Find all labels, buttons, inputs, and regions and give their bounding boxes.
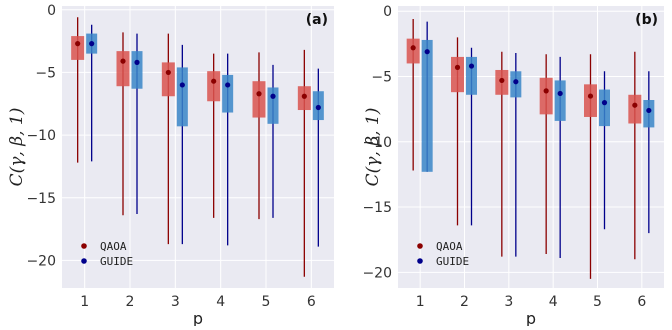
panel-label: (a): [306, 12, 328, 28]
qaoa-median-point: [410, 45, 416, 51]
qaoa-box: [116, 51, 130, 87]
y-tick-label: 0: [383, 4, 392, 20]
guide-box: [466, 56, 477, 95]
y-tick-label: 0: [47, 3, 56, 19]
qaoa-median-point: [454, 64, 461, 70]
guide-box: [222, 74, 234, 113]
x-tick-label: 4: [549, 294, 558, 310]
series-guide: [86, 24, 324, 247]
qaoa-median-point: [75, 41, 81, 47]
x-axis-label: p: [193, 309, 203, 326]
guide-median-point: [646, 107, 652, 114]
qaoa-box: [584, 84, 597, 117]
x-tick-label: 3: [504, 294, 513, 310]
y-tick-label: −15: [362, 200, 392, 216]
legend-marker-guide: [81, 258, 87, 264]
y-tick-label: −20: [26, 253, 56, 269]
y-tick-label: −5: [371, 70, 392, 86]
x-tick-label: 1: [416, 294, 425, 310]
x-tick-label: 3: [171, 294, 180, 310]
guide-median-point: [601, 100, 608, 106]
qaoa-box: [71, 36, 85, 60]
qaoa-median-point: [211, 78, 217, 84]
guide-median-point: [315, 104, 321, 111]
guide-median-point: [270, 93, 276, 99]
qaoa-median-point: [120, 58, 126, 64]
legend-label-qaoa: QAOA: [436, 240, 463, 253]
legend-marker-qaoa: [81, 243, 87, 249]
qaoa-box: [628, 94, 642, 124]
guide-median-point: [557, 90, 563, 97]
legend-label-qaoa: QAOA: [100, 240, 127, 253]
qaoa-median-point: [256, 91, 262, 97]
panel-label: (b): [635, 12, 658, 28]
guide-box: [510, 71, 522, 98]
qaoa-median-point: [165, 69, 171, 76]
y-axis-label: C(γ, β, 1): [7, 108, 27, 187]
guide-median-point: [424, 49, 430, 55]
qaoa-median-point: [499, 77, 505, 84]
qaoa-median-point: [587, 93, 594, 99]
y-tick-label: −10: [26, 128, 56, 144]
guide-box: [599, 89, 610, 127]
qaoa-median-point: [301, 93, 307, 99]
legend-marker-qaoa: [417, 243, 423, 249]
legend-marker-guide: [417, 258, 423, 264]
guide-box: [421, 39, 433, 172]
guide-median-point: [468, 63, 475, 69]
legend: QAOA GUIDE: [417, 240, 469, 268]
series-qaoa: [406, 19, 642, 279]
guide-median-point: [134, 59, 140, 65]
qaoa-box: [451, 56, 464, 93]
qaoa-box: [161, 62, 175, 97]
plot-area: [398, 6, 664, 288]
series-qaoa: [71, 17, 311, 277]
chart-panel-a: 0 −5 −10 −15 −20 1 2 3 4 5 6 QAOA GUIDE (a) C(γ, β, 1)…: [7, 3, 334, 328]
legend-label-guide: GUIDE: [100, 255, 133, 268]
guide-median-point: [89, 41, 95, 47]
guide-median-point: [225, 82, 231, 88]
guide-box: [267, 87, 279, 124]
guide-box: [176, 67, 188, 127]
y-tick-label: −20: [362, 265, 392, 281]
x-tick-label: 2: [126, 294, 135, 310]
x-tick-label: 4: [216, 294, 225, 310]
series-guide: [421, 21, 655, 258]
x-tick-label: 5: [262, 294, 271, 310]
x-tick-label: 1: [80, 294, 89, 310]
qaoa-median-point: [632, 102, 638, 108]
legend-label-guide: GUIDE: [436, 255, 469, 268]
x-tick-label: 6: [637, 294, 646, 310]
guide-box: [643, 100, 655, 128]
qaoa-box: [406, 38, 420, 64]
qaoa-box: [207, 71, 221, 102]
y-tick-label: −5: [35, 65, 56, 81]
x-axis-label: p: [526, 309, 536, 326]
x-tick-label: 6: [307, 294, 316, 310]
legend: QAOA GUIDE: [81, 240, 133, 268]
guide-median-point: [513, 79, 519, 85]
guide-median-point: [179, 82, 185, 88]
guide-box: [554, 80, 566, 121]
y-tick-label: −10: [362, 135, 392, 151]
plot-area: [62, 6, 334, 288]
qaoa-box: [252, 81, 266, 118]
qaoa-box: [539, 77, 553, 115]
y-tick-label: −15: [26, 191, 56, 207]
guide-box: [131, 51, 143, 89]
y-axis-label: C(γ, β, 1): [363, 108, 383, 187]
x-tick-label: 2: [460, 294, 469, 310]
qaoa-median-point: [543, 88, 549, 94]
chart-panel-b: 0 −5 −10 −15 −20 1 2 3 4 5 6 QAOA GUIDE (b) C(γ, β, 1)…: [362, 4, 664, 328]
x-tick-label: 5: [593, 294, 602, 310]
